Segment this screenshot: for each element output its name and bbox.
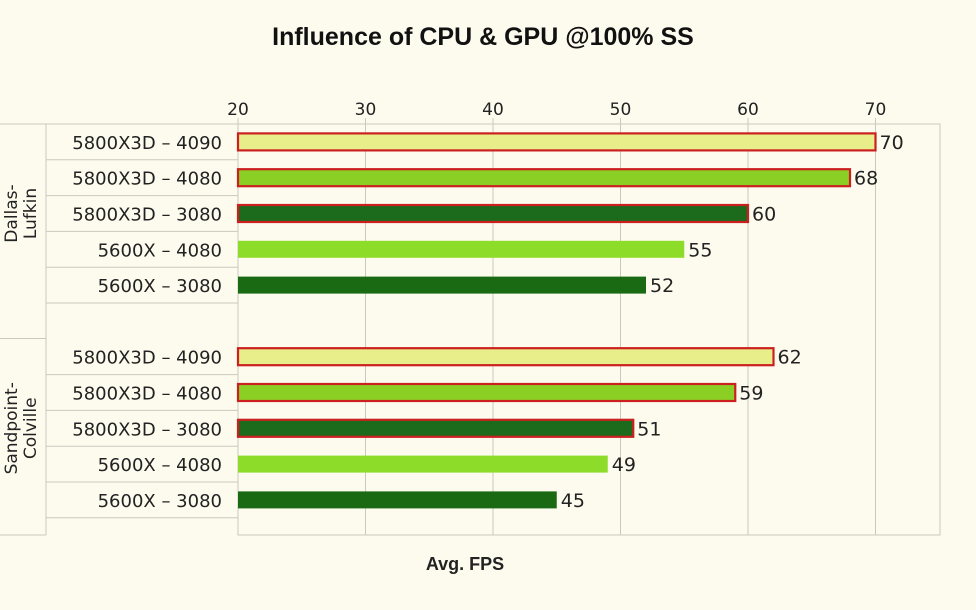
category-label: 5600X – 3080 [98, 491, 222, 512]
x-tick-label: 50 [610, 100, 632, 120]
bar [238, 455, 608, 473]
bar [238, 240, 685, 258]
bar [236, 418, 635, 438]
bar [236, 168, 852, 188]
bar [236, 203, 750, 224]
group-label-line: Dallas- [2, 184, 22, 242]
bar [236, 132, 877, 152]
x-tick-label: 40 [482, 100, 504, 120]
category-label: 5800X3D – 3080 [72, 205, 222, 226]
x-tick-label: 30 [355, 100, 377, 120]
bars [236, 132, 877, 509]
group-labels: Dallas-Lufkin Sandpoint-Colville [2, 184, 41, 474]
bar [238, 276, 646, 294]
bar-value-label: 55 [688, 239, 712, 261]
category-labels: 5800X3D – 4090 5800X3D – 4080 5800X3D – 30… [72, 133, 222, 512]
bar-value-label: 52 [650, 275, 674, 297]
category-label: 5600X – 3080 [98, 276, 222, 297]
group-label: Sandpoint-Colville [2, 382, 41, 474]
bar-value-label: 70 [880, 132, 904, 154]
bar-value-label: 51 [637, 418, 661, 440]
grid [0, 118, 941, 536]
x-tick-label: 60 [737, 100, 759, 120]
bar-value-label: 59 [739, 383, 763, 405]
bar-value-label: 45 [561, 490, 585, 512]
bar-value-label: 62 [778, 347, 802, 369]
bar [236, 382, 737, 403]
x-tick-label: 20 [227, 100, 249, 120]
category-label: 5600X – 4080 [98, 455, 222, 476]
group-label-line: Colville [21, 397, 41, 459]
group-label: Dallas-Lufkin [2, 184, 41, 242]
bar-value-label: 68 [854, 168, 878, 190]
category-label: 5800X3D – 4080 [72, 169, 222, 190]
category-label: 5800X3D – 4080 [72, 384, 222, 405]
category-label: 5800X3D – 4090 [72, 133, 222, 154]
x-tick-label: 70 [865, 100, 887, 120]
bar [236, 347, 775, 367]
x-axis-label: Avg. FPS [426, 554, 504, 574]
bar [238, 491, 557, 509]
chart-title: Influence of CPU & GPU @100% SS [272, 23, 694, 51]
bar-value-label: 49 [612, 454, 636, 476]
bar-value-label: 60 [752, 204, 776, 226]
group-label-line: Lufkin [21, 188, 41, 239]
group-label-line: Sandpoint- [2, 382, 22, 474]
category-label: 5800X3D – 4090 [72, 348, 222, 369]
category-label: 5600X – 4080 [98, 240, 222, 261]
x-axis-ticks: 20 30 40 50 60 70 [227, 100, 886, 120]
category-label: 5800X3D – 3080 [72, 419, 222, 440]
